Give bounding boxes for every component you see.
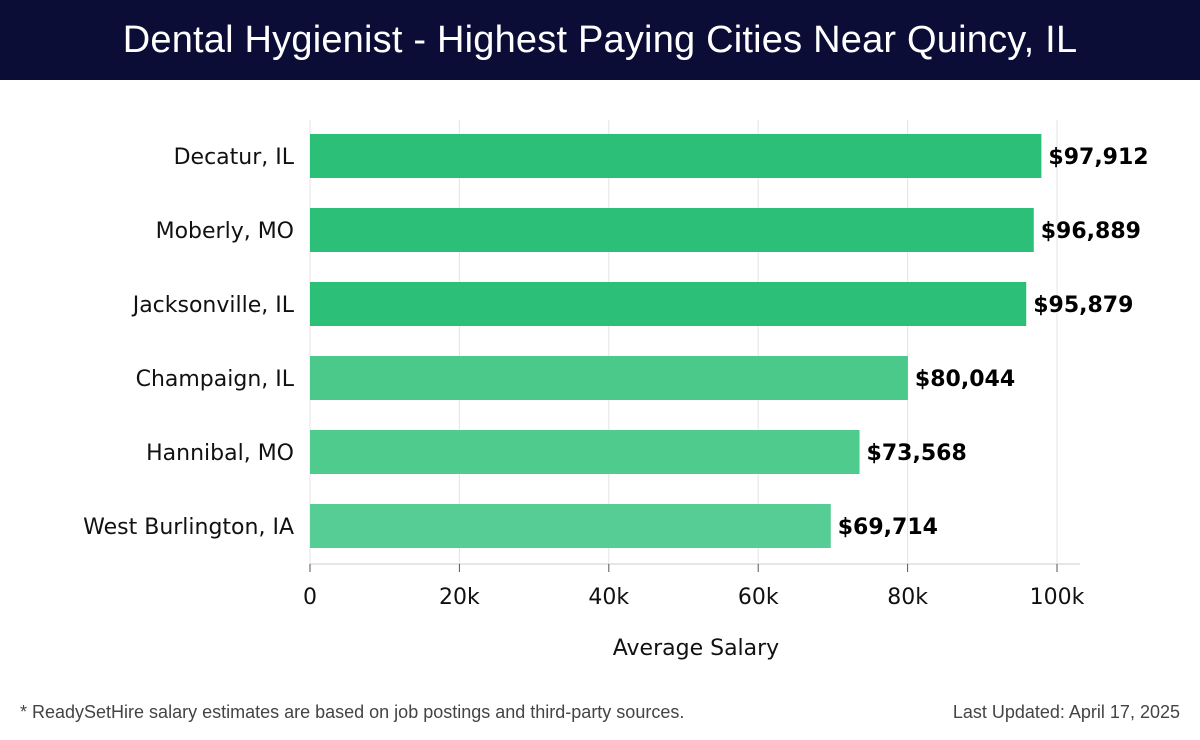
chart-title: Dental Hygienist - Highest Paying Cities… bbox=[122, 18, 1078, 61]
footnote: * ReadySetHire salary estimates are base… bbox=[20, 702, 685, 722]
x-tick-label-1: 20k bbox=[439, 585, 480, 610]
bar-3 bbox=[310, 356, 908, 400]
value-label-1: $96,889 bbox=[1041, 219, 1141, 244]
category-label-3: Champaign, IL bbox=[136, 367, 295, 392]
category-label-0: Decatur, IL bbox=[174, 145, 295, 170]
value-label-2: $95,879 bbox=[1033, 293, 1133, 318]
last-updated: Last Updated: April 17, 2025 bbox=[952, 702, 1180, 722]
x-tick-label-0: 0 bbox=[303, 585, 317, 610]
chart-header: Dental Hygienist - Highest Paying Cities… bbox=[0, 0, 1200, 80]
category-label-1: Moberly, MO bbox=[156, 219, 294, 244]
x-axis-title: Average Salary bbox=[613, 636, 779, 661]
category-label-2: Jacksonville, IL bbox=[131, 293, 295, 318]
value-label-5: $69,714 bbox=[838, 515, 938, 540]
bar-4 bbox=[310, 430, 860, 474]
x-tick-label-5: 100k bbox=[1030, 585, 1085, 610]
bar-2 bbox=[310, 282, 1027, 326]
x-tick-label-2: 40k bbox=[588, 585, 629, 610]
salary-bar-chart: Decatur, IL $97,912 Moberly, MO $96,889 Jack… bbox=[83, 120, 1149, 661]
bar-5 bbox=[310, 504, 831, 548]
x-tick-label-3: 60k bbox=[738, 585, 779, 610]
value-label-0: $97,912 bbox=[1048, 145, 1148, 170]
value-label-3: $80,044 bbox=[915, 367, 1015, 392]
bar-1 bbox=[310, 208, 1034, 252]
value-label-4: $73,568 bbox=[867, 441, 967, 466]
x-tick-label-4: 80k bbox=[887, 585, 928, 610]
category-label-4: Hannibal, MO bbox=[146, 441, 294, 466]
category-label-5: West Burlington, IA bbox=[83, 515, 294, 540]
bar-0 bbox=[310, 134, 1042, 178]
